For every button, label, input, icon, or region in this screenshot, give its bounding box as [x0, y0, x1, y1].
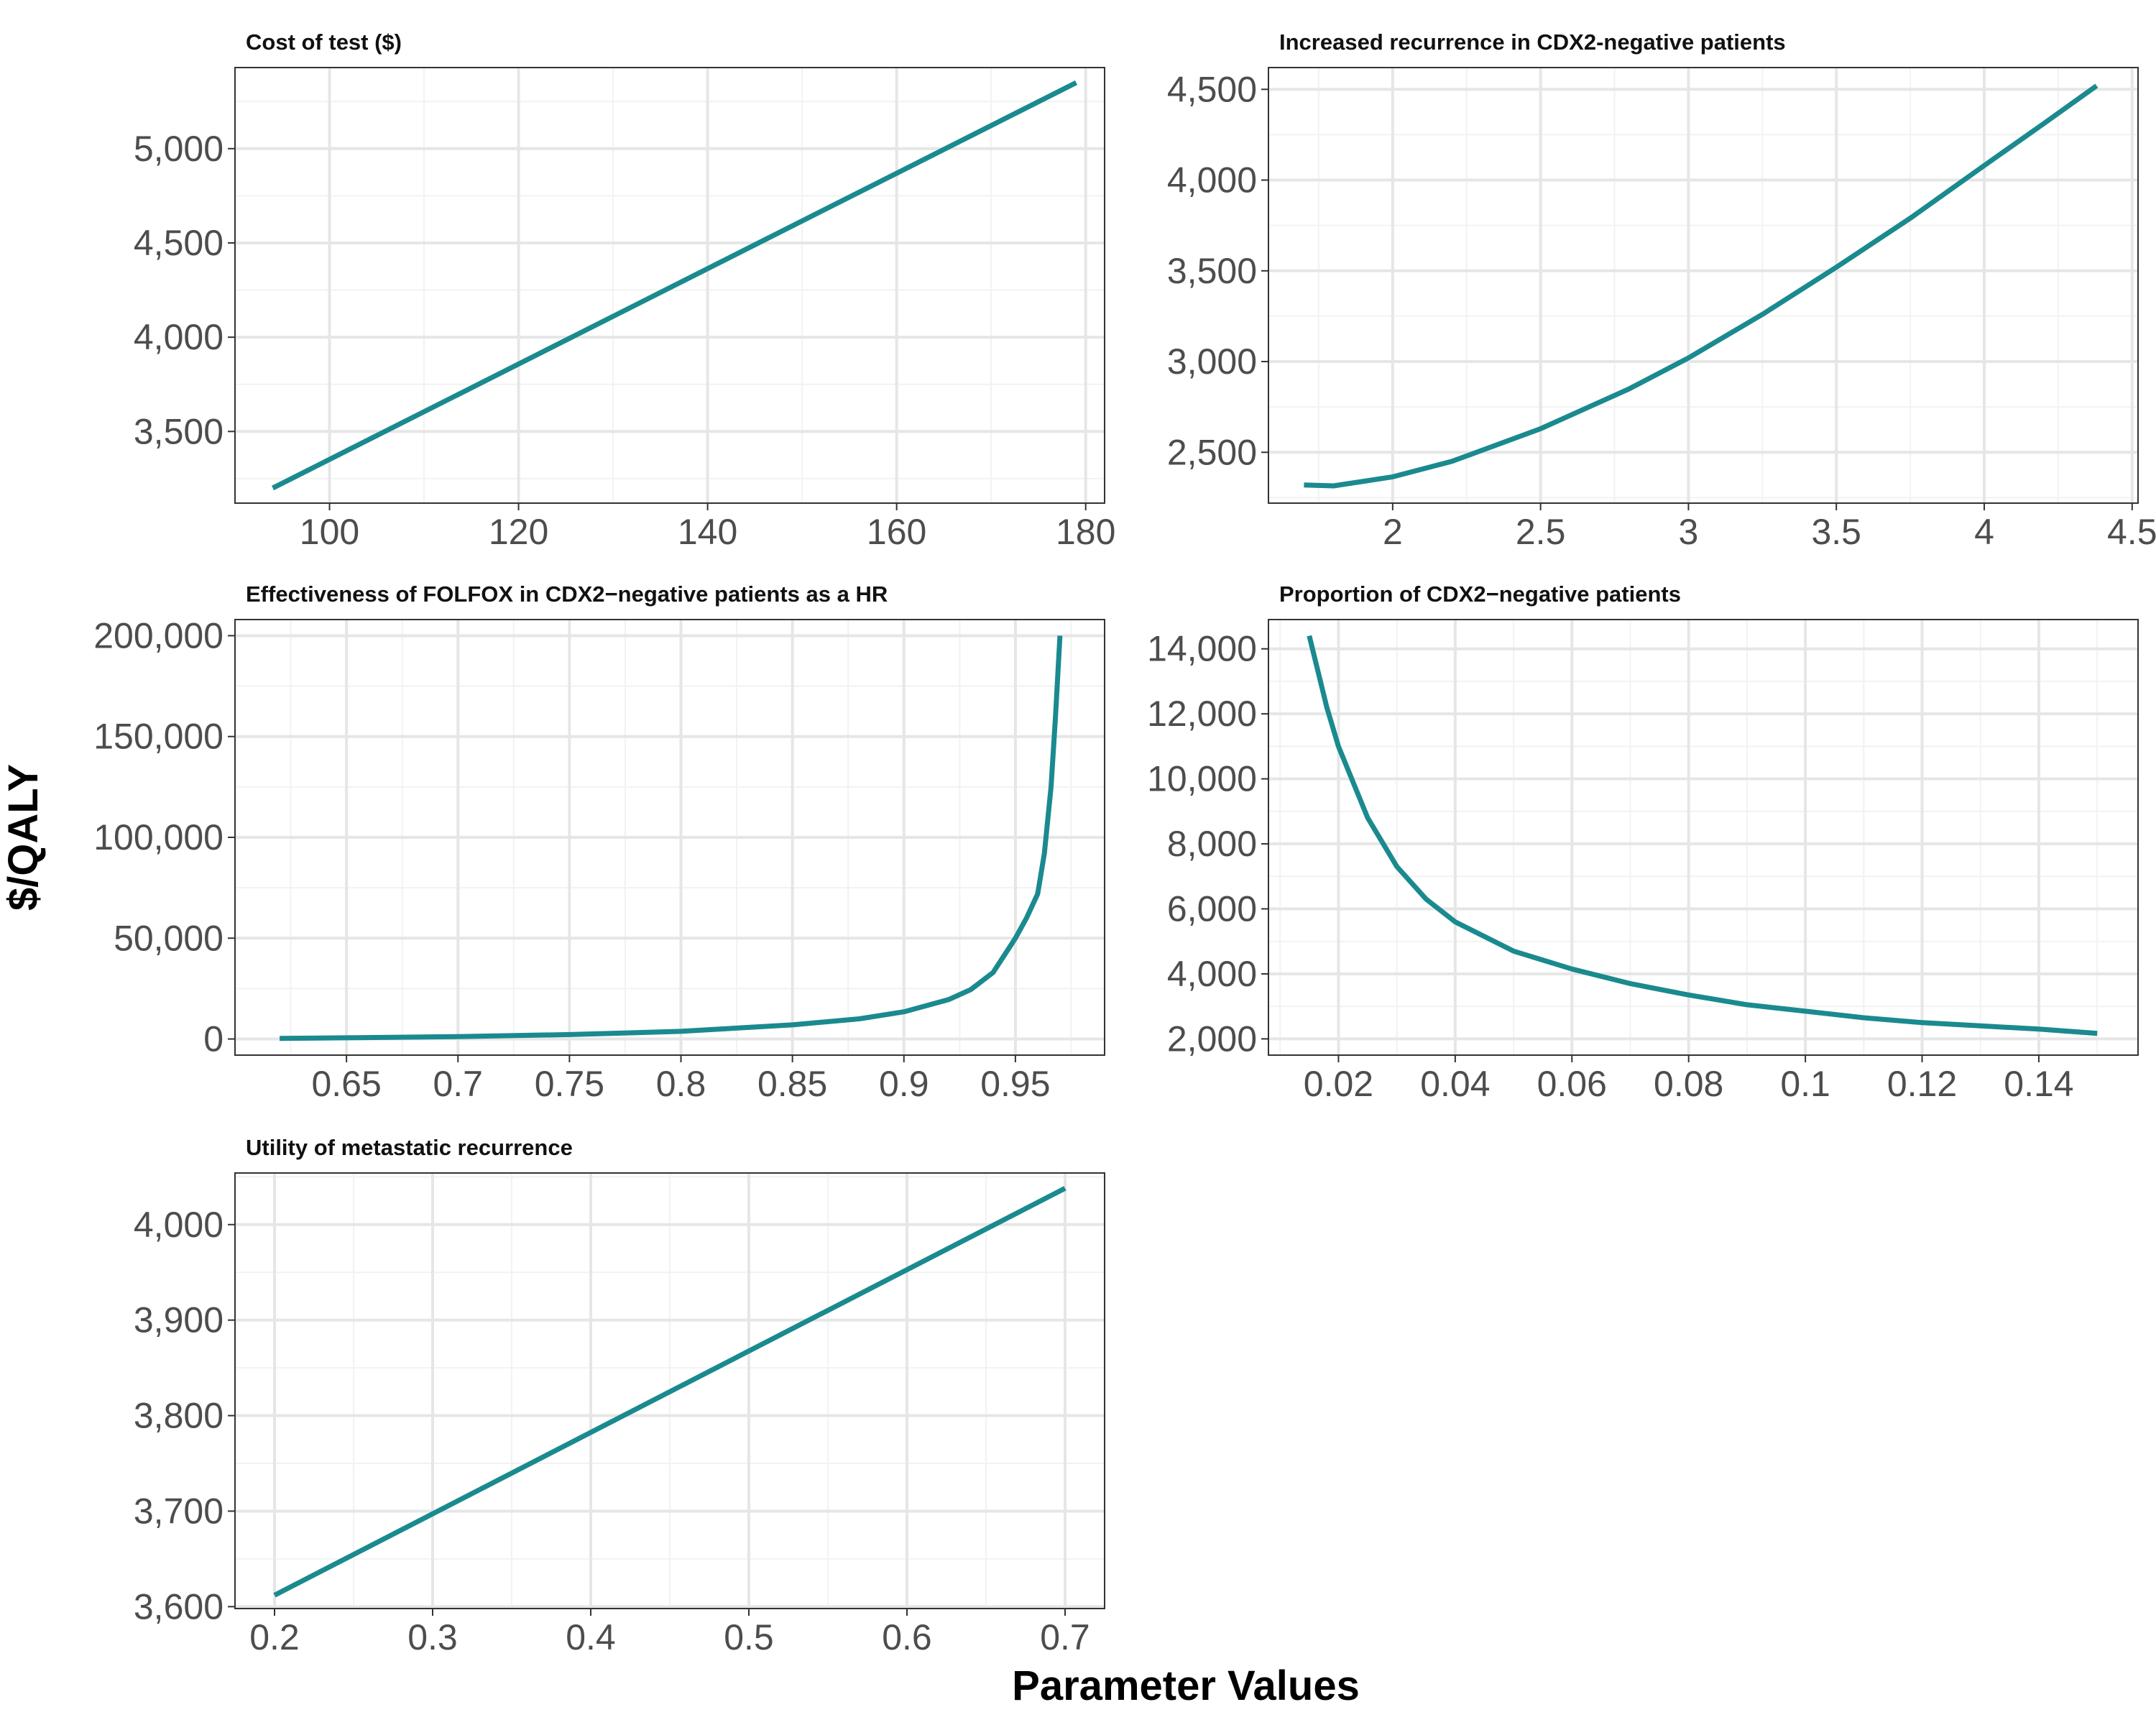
- panel-grid: 100 120 140 160 180 3,500 4,000 4,500 5,000 Cost …: [93, 29, 2156, 1657]
- x-tick-label: 0.1: [1780, 1064, 1830, 1104]
- y-tick-label: 2,000: [1167, 1018, 1257, 1059]
- y-axis-title: $/QALY: [0, 764, 47, 911]
- x-tick-label: 120: [489, 512, 548, 552]
- series-line: [1307, 635, 2098, 1036]
- x-tick-label: 2.5: [1516, 512, 1566, 552]
- y-tick-label: 4,500: [1167, 69, 1257, 109]
- panel-title: Cost of test ($): [246, 29, 402, 55]
- plot-background: [1268, 68, 2138, 503]
- panel-1: 100 120 140 160 180 3,500 4,000 4,500 5,000 Cost …: [134, 29, 1116, 552]
- x-tick-label: 0.65: [311, 1064, 381, 1104]
- x-tick-label: 0.95: [980, 1064, 1050, 1104]
- x-tick-label: 0.14: [2004, 1064, 2073, 1104]
- panel-5: 0.2 0.3 0.4 0.5 0.6 0.7 3,600 3,700 3,800 3,900 4,…: [134, 1135, 1105, 1657]
- x-tick-label: 0.02: [1304, 1064, 1373, 1104]
- x-tick-label: 0.6: [882, 1617, 932, 1657]
- y-tick-label: 4,000: [1167, 160, 1257, 201]
- panel-3: 0.65 0.7 0.75 0.8 0.85 0.9 0.95 0 50,000 100,000 1…: [93, 581, 1105, 1104]
- y-tick-label: 3,500: [134, 411, 224, 451]
- x-tick-label: 2: [1383, 512, 1403, 552]
- x-tick-label: 0.3: [407, 1617, 458, 1657]
- y-tick-label: 4,000: [134, 1205, 224, 1245]
- x-tick-label: 0.85: [757, 1064, 827, 1104]
- x-tick-label: 0.2: [249, 1617, 300, 1657]
- x-tick-label: 3: [1679, 512, 1699, 552]
- x-tick-label: 0.75: [535, 1064, 604, 1104]
- panel-border: [1268, 619, 2139, 1056]
- y-tick-label: 5,000: [134, 129, 224, 169]
- x-tick-label: 100: [300, 512, 359, 552]
- panel-title: Increased recurrence in CDX2-negative pa…: [1279, 29, 1786, 55]
- y-tick-label: 3,600: [134, 1586, 224, 1627]
- panel-border: [234, 1172, 1105, 1609]
- x-tick-label: 160: [867, 512, 926, 552]
- y-tick-label: 3,000: [1167, 341, 1257, 382]
- x-tick-label: 0.08: [1654, 1064, 1723, 1104]
- plot-background: [1268, 620, 2138, 1055]
- y-tick-label: 14,000: [1147, 629, 1257, 669]
- x-tick-label: 3.5: [1811, 512, 1861, 552]
- x-tick-label: 0.5: [724, 1617, 774, 1657]
- x-tick-label: 0.12: [1887, 1064, 1957, 1104]
- x-tick-label: 0.04: [1420, 1064, 1490, 1104]
- y-tick-label: 200,000: [93, 615, 224, 656]
- y-tick-label: 4,000: [134, 317, 224, 357]
- y-tick-label: 50,000: [114, 918, 224, 958]
- series-line: [272, 80, 1078, 491]
- x-tick-label: 0.06: [1537, 1064, 1607, 1104]
- panel-2: 2 2.5 3 3.5 4 4.5 2,500 3,000 3,500 4,000 4,500 Inc…: [1167, 29, 2156, 552]
- y-tick-label: 2,500: [1167, 432, 1257, 472]
- panel-border: [1268, 67, 2139, 504]
- y-tick-label: 3,500: [1167, 251, 1257, 291]
- x-tick-label: 0.7: [433, 1064, 483, 1104]
- x-tick-label: 0.7: [1040, 1617, 1090, 1657]
- y-tick-label: 0: [203, 1019, 224, 1059]
- x-tick-label: 0.8: [656, 1064, 706, 1104]
- y-tick-label: 6,000: [1167, 888, 1257, 929]
- y-tick-label: 10,000: [1147, 759, 1257, 799]
- y-tick-label: 100,000: [93, 817, 224, 857]
- x-tick-label: 180: [1056, 512, 1115, 552]
- series-line: [1304, 83, 2099, 489]
- y-tick-label: 8,000: [1167, 824, 1257, 864]
- y-tick-label: 150,000: [93, 717, 224, 757]
- panel-title: Effectiveness of FOLFOX in CDX2−negative…: [246, 581, 888, 607]
- y-tick-label: 4,000: [1167, 954, 1257, 994]
- panel-border: [234, 67, 1105, 504]
- y-tick-label: 3,800: [134, 1396, 224, 1436]
- x-axis-title: Parameter Values: [1012, 1662, 1360, 1709]
- x-tick-label: 0.4: [566, 1617, 616, 1657]
- x-tick-label: 140: [678, 512, 737, 552]
- x-tick-label: 4.5: [2107, 512, 2156, 552]
- panel-title: Proportion of CDX2−negative patients: [1279, 581, 1681, 607]
- x-tick-label: 4: [1974, 512, 1994, 552]
- x-tick-label: 0.9: [879, 1064, 929, 1104]
- y-tick-label: 4,500: [134, 223, 224, 263]
- panel-title: Utility of metastatic recurrence: [246, 1135, 573, 1160]
- y-tick-label: 3,900: [134, 1300, 224, 1340]
- series-line: [273, 1186, 1067, 1598]
- y-tick-label: 12,000: [1147, 694, 1257, 734]
- series-line: [280, 635, 1063, 1041]
- panel-4: 0.02 0.04 0.06 0.08 0.1 0.12 0.14 2,000 4,000 6,0…: [1147, 581, 2139, 1104]
- y-tick-label: 3,700: [134, 1491, 224, 1531]
